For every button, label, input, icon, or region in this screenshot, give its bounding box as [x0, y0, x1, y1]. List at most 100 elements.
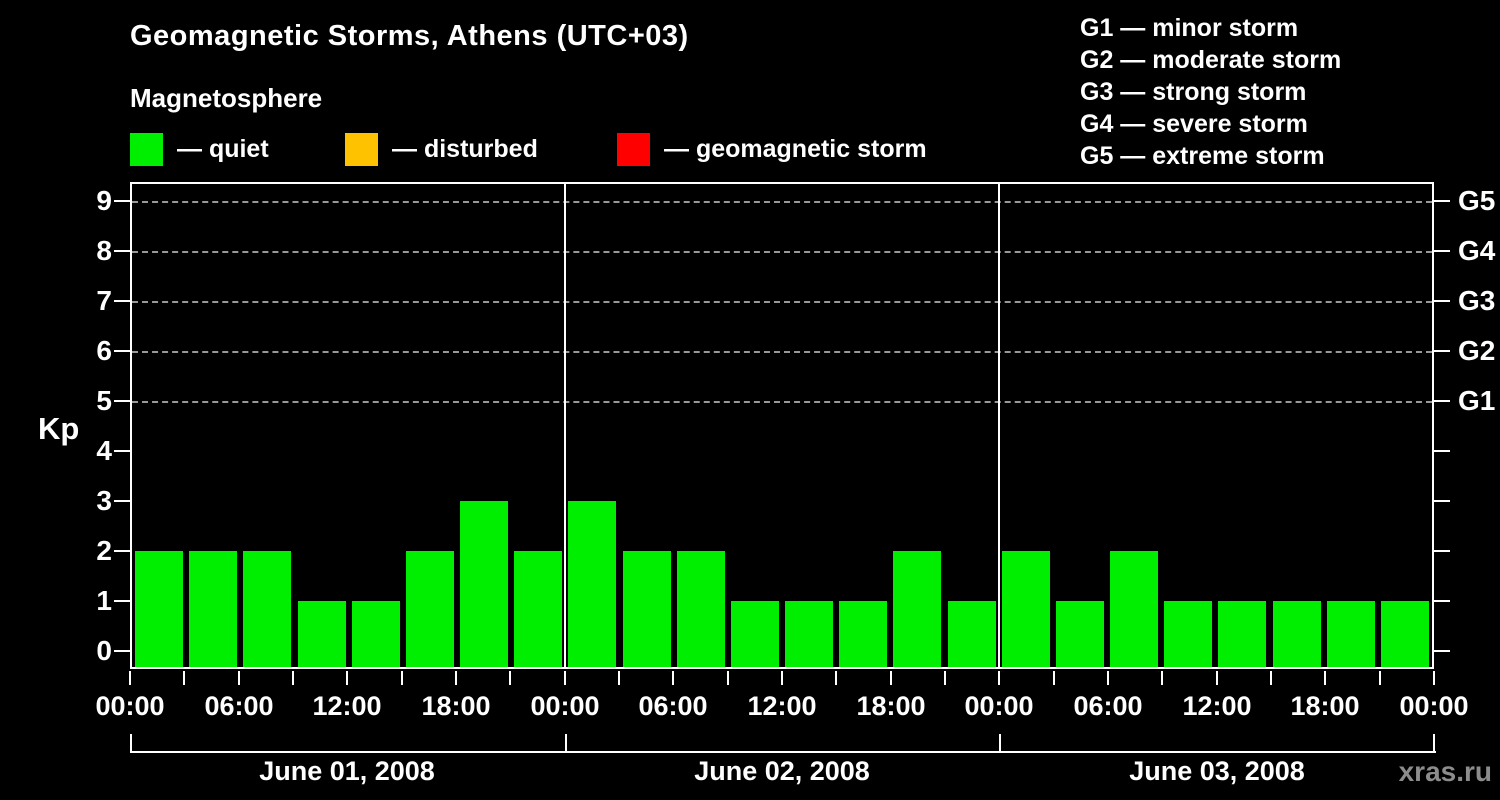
kp-bar — [1273, 601, 1321, 667]
time-axis-tick — [835, 671, 837, 685]
time-axis-tick — [129, 671, 131, 685]
legend-item-quiet: — quiet — [130, 132, 269, 166]
time-axis-tick — [1161, 671, 1163, 685]
legend-item-disturbed: — disturbed — [345, 132, 538, 166]
kp-bar — [623, 551, 671, 667]
g-axis-label-g3: G3 — [1458, 285, 1496, 316]
date-label: June 03, 2008 — [1129, 756, 1305, 786]
time-axis-label: 00:00 — [95, 691, 165, 721]
g-axis-tick — [1434, 650, 1450, 652]
storm-scale-legend: G1 — minor storm G2 — moderate storm G3 — … — [1080, 12, 1341, 172]
g-axis-tick — [1434, 400, 1450, 402]
time-axis-label: 00:00 — [964, 691, 1034, 721]
kp-bar — [785, 601, 833, 667]
storm-scale-item: G4 — severe storm — [1080, 110, 1308, 138]
storm-scale-item: G2 — moderate storm — [1080, 46, 1342, 74]
kp-bar — [1164, 601, 1212, 667]
plot-area — [130, 182, 1434, 669]
time-axis-tick — [618, 671, 620, 685]
g-axis-tick — [1434, 450, 1450, 452]
kp-axis-tick — [114, 400, 130, 402]
kp-bar — [731, 601, 779, 667]
time-axis-label: 00:00 — [1399, 691, 1469, 721]
kp-bar — [677, 551, 725, 667]
time-axis-tick — [781, 671, 783, 685]
kp-axis-label: 5 — [96, 385, 112, 416]
kp-axis-tick — [114, 250, 130, 252]
time-axis-tick — [346, 671, 348, 685]
time-axis-label: 12:00 — [312, 691, 382, 721]
kp-axis-label: 0 — [96, 635, 112, 666]
time-axis-tick — [292, 671, 294, 685]
g-axis-tick — [1434, 550, 1450, 552]
kp-axis-tick — [114, 350, 130, 352]
time-axis-tick — [727, 671, 729, 685]
time-axis-tick — [238, 671, 240, 685]
time-axis-tick — [944, 671, 946, 685]
disturbed-swatch — [345, 132, 378, 166]
time-axis-tick — [1270, 671, 1272, 685]
kp-axis-tick — [114, 650, 130, 652]
magnetosphere-label: Magnetosphere — [130, 83, 323, 113]
day-separator — [998, 184, 1000, 667]
g-axis-label-g2: G2 — [1458, 335, 1496, 366]
kp-bar — [839, 601, 887, 667]
kp-axis-title: Kp — [38, 411, 80, 446]
time-axis-tick — [890, 671, 892, 685]
time-axis-tick — [1324, 671, 1326, 685]
time-axis-label: 00:00 — [530, 691, 600, 721]
time-axis-tick — [401, 671, 403, 685]
time-axis-tick — [1379, 671, 1381, 685]
g-axis-tick — [1434, 600, 1450, 602]
kp-bar — [406, 551, 454, 667]
kp-bar — [189, 551, 237, 667]
kp-axis-label: 3 — [96, 485, 112, 516]
g-axis-tick — [1434, 250, 1450, 252]
kp-bar — [1002, 551, 1050, 667]
time-axis-label: 06:00 — [638, 691, 708, 721]
kp-bar — [1218, 601, 1266, 667]
kp-bar — [568, 501, 616, 667]
time-axis-tick — [183, 671, 185, 685]
kp-bar — [1110, 551, 1158, 667]
kp-axis-label: 1 — [96, 585, 112, 616]
storm-scale-item: G1 — minor storm — [1080, 14, 1299, 42]
kp-axis-tick — [114, 550, 130, 552]
kp-axis-tick — [114, 300, 130, 302]
kp-bar — [1381, 601, 1429, 667]
g-axis-tick — [1434, 200, 1450, 202]
kp-bar — [514, 551, 562, 667]
watermark: xras.ru — [1398, 756, 1492, 787]
date-label: June 01, 2008 — [259, 756, 435, 786]
date-bracket-line — [130, 751, 1436, 753]
g-axis-label-g4: G4 — [1458, 235, 1496, 266]
date-bracket-tick — [565, 734, 567, 752]
time-axis-label: 18:00 — [1290, 691, 1360, 721]
kp-bar — [243, 551, 291, 667]
gridline-kp6 — [132, 351, 1432, 353]
time-axis-tick — [998, 671, 1000, 685]
time-axis-tick — [1107, 671, 1109, 685]
time-axis-label: 18:00 — [421, 691, 491, 721]
kp-axis-label: 4 — [96, 435, 112, 466]
time-axis-tick — [672, 671, 674, 685]
kp-axis-label: 9 — [96, 185, 112, 216]
legend-label-disturbed: — disturbed — [392, 134, 538, 163]
kp-bar — [352, 601, 400, 667]
kp-bar — [1327, 601, 1375, 667]
kp-bar — [948, 601, 996, 667]
time-axis-label: 06:00 — [1073, 691, 1143, 721]
quiet-swatch — [130, 132, 163, 166]
gridline-kp7 — [132, 301, 1432, 303]
time-axis-tick — [1053, 671, 1055, 685]
legend-label-storm: — geomagnetic storm — [664, 134, 927, 163]
kp-axis-label: 2 — [96, 535, 112, 566]
kp-axis-tick — [114, 450, 130, 452]
chart-title: Geomagnetic Storms, Athens (UTC+03) — [130, 20, 689, 52]
time-axis-tick — [564, 671, 566, 685]
day-separator — [564, 184, 566, 667]
g-axis-label-g5: G5 — [1458, 185, 1496, 216]
storm-scale-item: G3 — strong storm — [1080, 78, 1307, 106]
kp-bar — [298, 601, 346, 667]
